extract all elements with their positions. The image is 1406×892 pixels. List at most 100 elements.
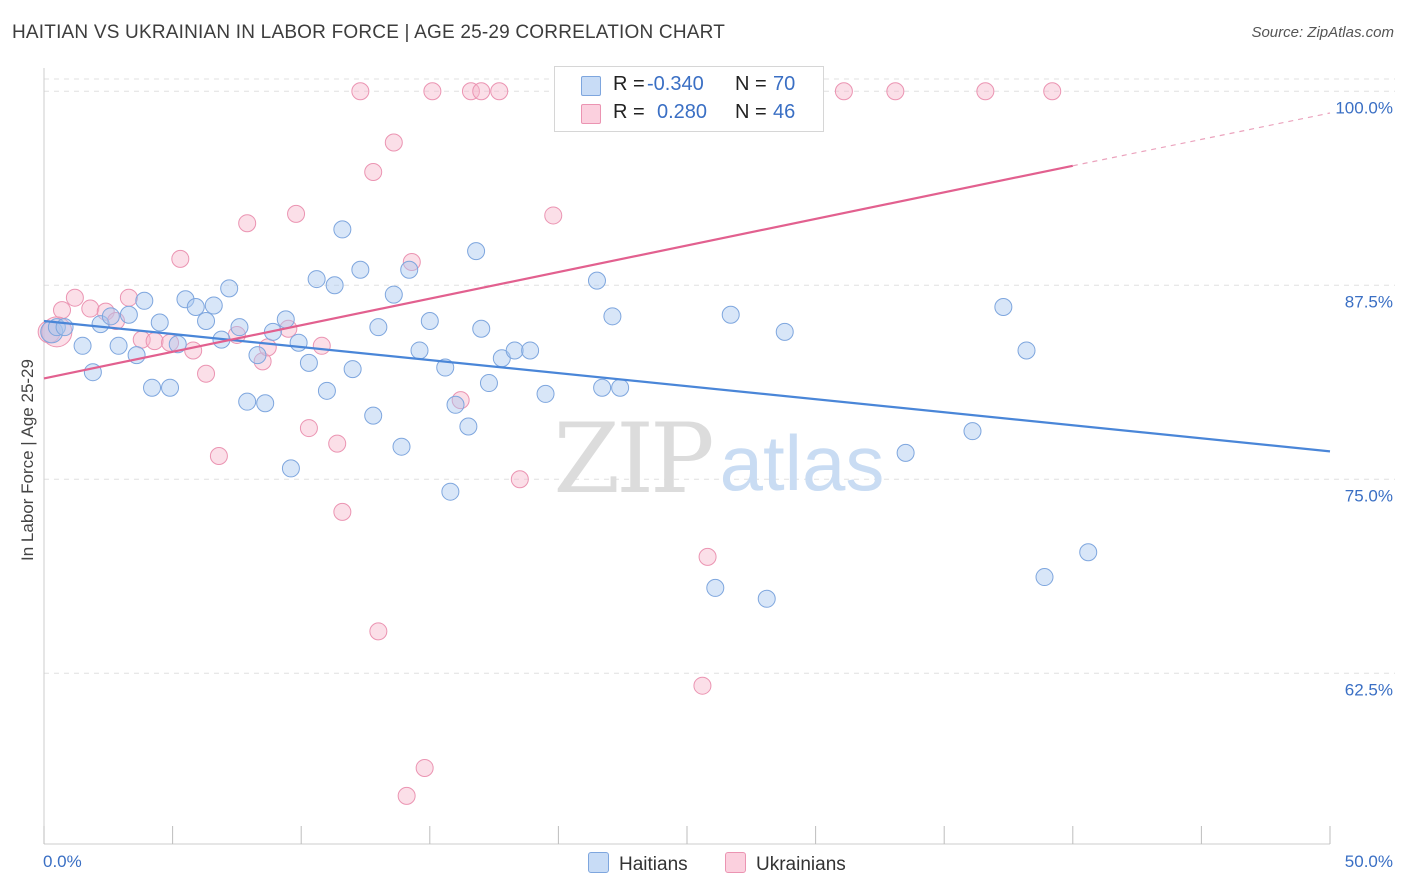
haitian-point (384, 285, 403, 304)
ukrainian-point (698, 547, 717, 566)
zipatlas-watermark: ZIP atlas (553, 403, 884, 515)
ukrainian-point (976, 82, 995, 101)
legend-r-label: R = (613, 73, 645, 95)
legend-r-value: 0.280 (657, 101, 708, 123)
chart-title: HAITIAN VS UKRAINIAN IN LABOR FORCE | AG… (12, 22, 725, 43)
haitian-point (143, 378, 162, 397)
haitian-point (55, 318, 74, 337)
haitian-trend-line (43, 319, 1331, 453)
haitian-point (351, 260, 370, 279)
haitian-point (256, 394, 275, 413)
haitian-point (706, 578, 725, 597)
legend-swatch-haitians (581, 76, 601, 96)
haitian-point (333, 220, 352, 239)
x-tick-label-min: 0.0% (43, 852, 82, 871)
haitian-point (307, 270, 326, 289)
y-tick-label: 100.0% (1335, 98, 1393, 117)
haitian-point (521, 341, 540, 360)
haitian-point (325, 276, 344, 295)
ukrainian-point (397, 786, 416, 805)
haitian-point (392, 437, 411, 456)
haitian-point (119, 305, 138, 324)
ukrainian-points (37, 82, 1062, 805)
haitian-points (40, 82, 1098, 608)
ukrainian-point (184, 341, 203, 360)
haitian-point (109, 336, 128, 355)
y-tick-label: 87.5% (1345, 292, 1393, 311)
correlation-legend: R = -0.340 N = 70 R = 0.280 N = 46 (554, 66, 824, 132)
legend-item-ukrainians[interactable]: Ukrainians (725, 852, 846, 876)
ukrainian-point (384, 133, 403, 152)
source-label: Source: ZipAtlas.com (1251, 24, 1394, 41)
haitian-point (248, 346, 267, 365)
ukrainian-point (834, 82, 853, 101)
haitian-point (238, 392, 257, 411)
watermark-atlas: atlas (720, 419, 885, 507)
haitian-point (1017, 341, 1036, 360)
haitian-point (276, 310, 295, 329)
ukrainian-point (287, 204, 306, 223)
haitian-point (150, 313, 169, 332)
ukrainian-point (333, 502, 352, 521)
haitian-point (281, 459, 300, 478)
haitian-point (593, 378, 612, 397)
ukrainian-point (197, 364, 216, 383)
haitian-point (400, 260, 419, 279)
haitian-point (1079, 543, 1098, 562)
y-tick-label: 62.5% (1345, 680, 1393, 699)
ukrainian-point (1043, 82, 1062, 101)
ukrainian-point (510, 470, 529, 489)
haitian-point (587, 271, 606, 290)
legend-swatch-ukrainians (725, 852, 746, 873)
haitian-point (436, 358, 455, 377)
y-tick-labels: 62.5% 75.0% 87.5% 100.0% (1335, 98, 1393, 699)
ukrainian-point (461, 82, 480, 101)
ukrainian-trend-line (43, 164, 1074, 380)
haitian-point (757, 589, 776, 608)
haitian-point (220, 279, 239, 298)
legend-swatch-haitians (588, 852, 609, 873)
ukrainian-point (171, 249, 190, 268)
haitian-point (343, 360, 362, 379)
haitian-point (446, 395, 465, 414)
haitian-point (459, 417, 478, 436)
haitian-point (369, 318, 388, 337)
haitian-point (963, 422, 982, 441)
haitian-point (721, 305, 740, 324)
ukrainian-point (415, 758, 434, 777)
y-tick-label: 75.0% (1345, 486, 1393, 505)
haitian-point (176, 290, 195, 309)
haitian-point (994, 298, 1013, 317)
legend-row-ukrainians: R = 0.280 N = 46 (555, 101, 823, 127)
ukrainian-point (328, 434, 347, 453)
haitian-point (161, 378, 180, 397)
ukrainian-point (119, 288, 138, 307)
ukrainian-point (351, 82, 370, 101)
legend-label-haitians: Haitians (619, 854, 688, 875)
haitian-point (186, 298, 205, 317)
x-tick-label-max: 50.0% (1344, 852, 1393, 871)
haitian-point (505, 341, 524, 360)
ukrainian-point (209, 447, 228, 465)
haitian-point (603, 307, 622, 326)
ukrainian-trend-extension (1072, 112, 1331, 167)
ukrainian-point (238, 214, 257, 233)
legend-swatch-ukrainians (581, 104, 601, 124)
ukrainian-point (81, 299, 100, 318)
legend-label-ukrainians: Ukrainians (756, 854, 846, 875)
ukrainian-point (544, 206, 563, 225)
legend-r-value: -0.340 (647, 73, 704, 95)
haitian-point (289, 333, 308, 352)
legend-item-haitians[interactable]: Haitians (588, 852, 688, 876)
haitian-point (135, 291, 154, 310)
haitian-point (479, 374, 498, 393)
legend-row-haitians: R = -0.340 N = 70 (555, 73, 823, 99)
ukrainian-point (886, 82, 905, 101)
haitian-point (101, 307, 120, 326)
haitian-point (467, 242, 486, 261)
ukrainian-point (65, 288, 84, 307)
haitian-point (204, 296, 223, 315)
haitian-point (1035, 568, 1054, 587)
haitian-point (317, 381, 336, 400)
legend-n-label: N = (735, 73, 767, 95)
